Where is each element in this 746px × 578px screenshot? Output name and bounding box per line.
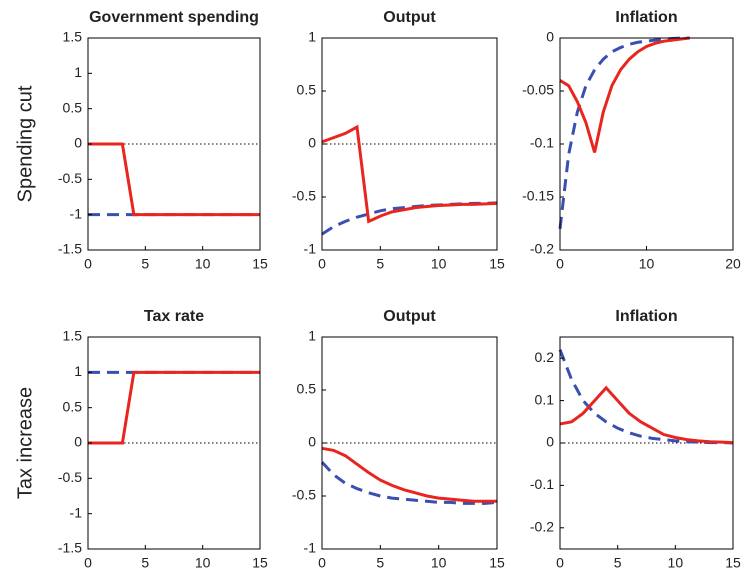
series-line bbox=[559, 36, 690, 153]
y-tick-label: -1 bbox=[304, 241, 317, 257]
series-line bbox=[88, 142, 260, 217]
x-tick-label: 10 bbox=[431, 555, 447, 571]
y-tick-label: 0.5 bbox=[63, 99, 83, 115]
x-tick-label: 10 bbox=[195, 555, 211, 571]
y-tick-label: 1 bbox=[74, 64, 82, 80]
series-line bbox=[321, 124, 498, 224]
x-tick-label: 15 bbox=[252, 555, 268, 571]
y-tick-label: 0.5 bbox=[63, 398, 83, 414]
subplot-title: Output bbox=[383, 308, 436, 325]
y-tick-label: 0 bbox=[308, 434, 316, 450]
y-tick-label: -0.5 bbox=[292, 487, 316, 503]
y-tick-label: 1 bbox=[308, 29, 316, 45]
y-tick-label: 0.5 bbox=[297, 381, 317, 397]
x-tick-label: 15 bbox=[489, 555, 505, 571]
y-tick-label: 1.5 bbox=[63, 328, 83, 344]
y-tick-label: 0 bbox=[74, 434, 82, 450]
series-line bbox=[88, 370, 260, 445]
x-tick-label: 0 bbox=[84, 256, 92, 272]
y-tick-label: -1 bbox=[70, 205, 83, 221]
y-tick-label: 0.1 bbox=[535, 391, 555, 407]
x-tick-label: 5 bbox=[376, 555, 384, 571]
x-tick-label: 10 bbox=[431, 256, 447, 272]
y-tick-label: -0.15 bbox=[522, 188, 554, 204]
x-tick-label: 15 bbox=[725, 555, 741, 571]
x-tick-label: 5 bbox=[141, 256, 149, 272]
subplot-title: Inflation bbox=[615, 9, 677, 26]
x-tick-label: 0 bbox=[318, 256, 326, 272]
y-tick-label: -0.5 bbox=[58, 170, 82, 186]
y-tick-label: 1 bbox=[74, 363, 82, 379]
y-tick-label: 1 bbox=[308, 328, 316, 344]
y-tick-label: 0.5 bbox=[297, 82, 317, 98]
y-tick-label: 0 bbox=[74, 135, 82, 151]
y-tick-label: -0.1 bbox=[530, 476, 554, 492]
y-tick-label: 0 bbox=[308, 135, 316, 151]
y-tick-label: -0.2 bbox=[530, 519, 554, 535]
y-tick-label: -1 bbox=[304, 540, 317, 556]
x-tick-label: 0 bbox=[318, 555, 326, 571]
plot-area bbox=[560, 38, 733, 250]
x-tick-label: 20 bbox=[725, 256, 741, 272]
subplot-title: Inflation bbox=[615, 308, 677, 325]
y-tick-label: -0.5 bbox=[58, 469, 82, 485]
y-tick-label: -1.5 bbox=[58, 540, 82, 556]
y-tick-label: -1.5 bbox=[58, 241, 82, 257]
series-line bbox=[320, 461, 498, 505]
series-line bbox=[321, 446, 497, 503]
series-line bbox=[559, 385, 734, 445]
x-tick-label: 5 bbox=[141, 555, 149, 571]
x-tick-label: 5 bbox=[614, 555, 622, 571]
y-tick-label: 0 bbox=[546, 434, 554, 450]
x-tick-label: 0 bbox=[556, 256, 564, 272]
y-tick-label: -0.05 bbox=[522, 82, 554, 98]
x-tick-label: 15 bbox=[489, 256, 505, 272]
series-line bbox=[558, 36, 690, 229]
x-tick-label: 15 bbox=[252, 256, 268, 272]
x-tick-label: 10 bbox=[668, 555, 684, 571]
y-tick-label: 1.5 bbox=[63, 29, 83, 45]
x-tick-label: 5 bbox=[376, 256, 384, 272]
y-tick-label: -0.5 bbox=[292, 188, 316, 204]
x-tick-label: 10 bbox=[195, 256, 211, 272]
y-axis-label: Spending cut bbox=[14, 85, 36, 202]
y-tick-label: 0 bbox=[546, 29, 554, 45]
subplot-title: Tax rate bbox=[144, 308, 204, 325]
subplot-title: Government spending bbox=[89, 9, 259, 26]
y-tick-label: -0.1 bbox=[530, 135, 554, 151]
y-tick-label: -0.2 bbox=[530, 241, 554, 257]
y-tick-label: 0.2 bbox=[535, 349, 555, 365]
x-tick-label: 0 bbox=[84, 555, 92, 571]
x-tick-label: 10 bbox=[639, 256, 655, 272]
subplot-title: Output bbox=[383, 9, 436, 26]
y-tick-label: -1 bbox=[70, 504, 83, 520]
x-tick-label: 0 bbox=[556, 555, 564, 571]
y-axis-label: Tax increase bbox=[14, 387, 36, 499]
